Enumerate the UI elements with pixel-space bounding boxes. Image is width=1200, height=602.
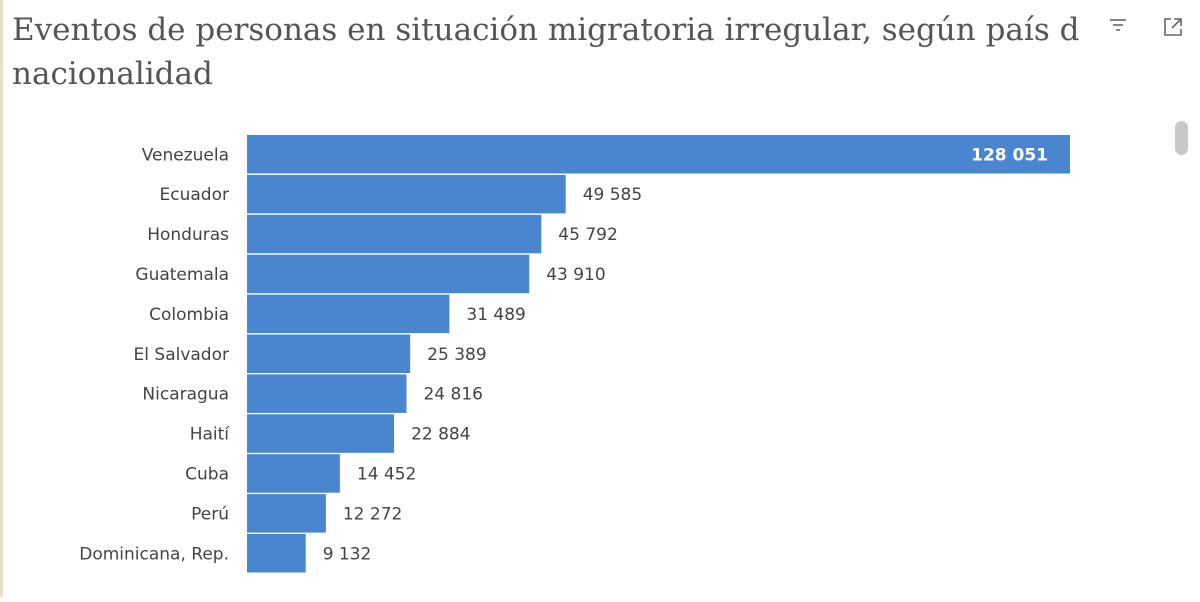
bar-3[interactable] [247,254,530,294]
bar-1[interactable] [247,174,566,214]
value-label-4: 31 489 [466,305,525,325]
bar-2[interactable] [247,214,542,254]
value-label-1: 49 585 [583,185,642,205]
chart-title: Eventos de personas en situación migrato… [12,8,1097,96]
left-border [0,0,3,597]
value-label-0: 128 051 [971,145,1048,165]
bar-4[interactable] [247,294,450,334]
category-label-6: Nicaragua [142,385,229,405]
chart-title-line-2: nacionalidad [12,56,213,92]
category-label-4: Colombia [149,305,229,325]
category-label-9: Perú [191,504,229,524]
value-label-3: 43 910 [546,265,605,285]
category-label-7: Haití [190,425,231,445]
scrollbar-track[interactable] [1175,121,1188,591]
value-label-7: 22 884 [411,425,470,445]
bar-5[interactable] [247,334,411,374]
bar-0[interactable] [247,135,1070,174]
filter-icon[interactable] [1105,14,1131,40]
category-label-5: El Salvador [134,345,229,365]
value-label-5: 25 389 [427,345,486,365]
focus-mode-icon[interactable] [1160,14,1186,40]
bar-6[interactable] [247,374,407,413]
category-label-8: Cuba [185,464,229,484]
value-label-2: 45 792 [558,225,617,245]
category-label-1: Ecuador [160,185,229,205]
value-label-10: 9 132 [323,544,372,564]
value-label-8: 14 452 [357,464,416,484]
chart-title-line-1: Eventos de personas en situación migrato… [12,12,1080,48]
bar-7[interactable] [247,414,395,453]
value-label-9: 12 272 [343,504,402,524]
category-label-2: Honduras [147,225,229,245]
scrollbar-thumb[interactable] [1175,121,1188,155]
bar-8[interactable] [247,454,340,493]
category-label-3: Guatemala [135,265,229,285]
value-label-6: 24 816 [423,385,482,405]
category-label-0: Venezuela [142,145,229,165]
bar-9[interactable] [247,494,326,533]
bar-10[interactable] [247,534,306,573]
category-label-10: Dominicana, Rep. [79,544,229,564]
